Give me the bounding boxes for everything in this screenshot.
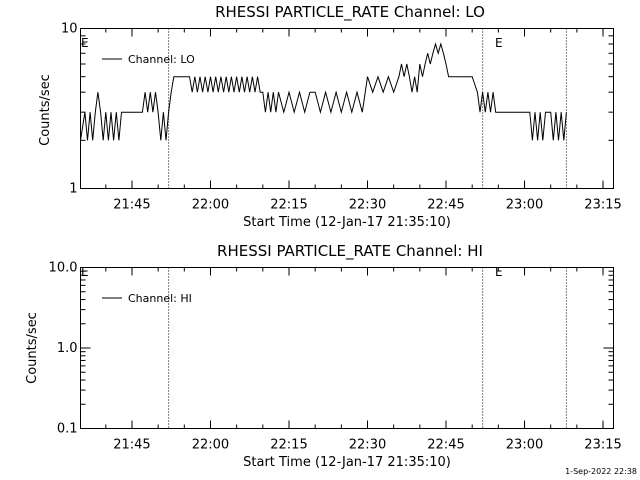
panel-hi-event-flag-1: E [81,265,89,279]
x-tick-label: 22:15 [270,198,307,213]
x-tick-label: 22:15 [270,438,307,453]
y-tick-label: 1 [69,182,77,197]
panel-lo-series [80,42,567,141]
x-tick-label: 23:15 [584,198,621,213]
panel-lo-legend-label: Channel: LO [128,53,195,66]
panel-lo: RHESSI PARTICLE_RATE Channel: LO Counts/… [38,3,622,230]
panel-lo-vlines [168,28,567,189]
panel-lo-ticks: 21:45 22:00 22:15 22:30 22:45 23:00 23:15 1 10 [61,22,622,213]
panel-hi: RHESSI PARTICLE_RATE Channel: HI Counts/… [25,242,622,470]
panel-lo-event-flag-2: E [495,36,503,50]
x-tick-label: 21:45 [113,198,150,213]
y-tick-label: 10.0 [49,261,78,276]
x-tick-label: 22:45 [427,438,464,453]
x-tick-label: 21:45 [113,438,150,453]
panel-hi-legend-label: Channel: HI [128,292,192,305]
x-tick-label: 22:45 [427,198,464,213]
y-tick-label: 0.1 [57,422,78,437]
panel-hi-xlabel: Start Time (12-Jan-17 21:35:10) [243,455,451,470]
x-tick-label: 23:15 [584,438,621,453]
panel-lo-legend: Channel: LO [102,53,195,66]
panel-hi-ticks: 21:45 22:00 22:15 22:30 22:45 23:00 23:15 0.1 1.… [49,261,622,453]
panel-hi-title: RHESSI PARTICLE_RATE Channel: HI [217,242,483,261]
panel-lo-title: RHESSI PARTICLE_RATE Channel: LO [215,3,485,22]
footer-timestamp: 1-Sep-2022 22:38 [565,467,637,476]
panel-lo-ylabel: Counts/sec [38,74,53,146]
x-tick-label: 22:30 [349,198,386,213]
y-tick-label: 1.0 [57,341,78,356]
panel-lo-xlabel: Start Time (12-Jan-17 21:35:10) [243,215,451,230]
y-tick-label: 10 [61,22,78,37]
x-tick-label: 23:00 [506,438,543,453]
x-tick-label: 22:30 [349,438,386,453]
x-tick-label: 22:00 [192,198,229,213]
panel-lo-event-flag-1: E [81,36,89,50]
x-tick-label: 23:00 [506,198,543,213]
panel-hi-legend: Channel: HI [102,292,192,305]
panel-hi-ylabel: Counts/sec [25,312,40,384]
panel-hi-frame [80,267,614,429]
panel-hi-vlines [168,267,567,429]
x-tick-label: 22:00 [192,438,229,453]
panel-hi-event-flag-2: E [495,265,503,279]
series-line [80,42,567,141]
panel-lo-frame [80,28,614,189]
